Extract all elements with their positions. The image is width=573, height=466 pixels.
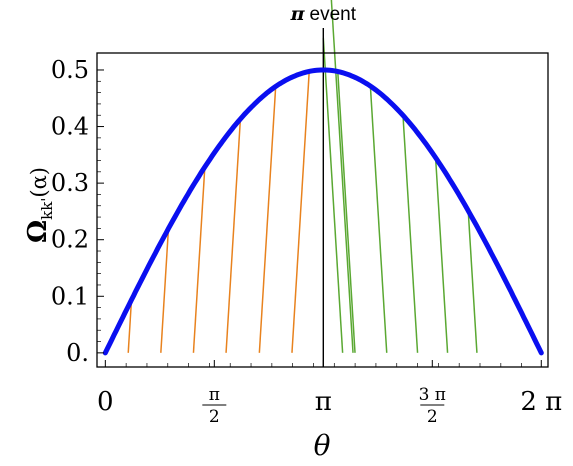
y-axis-label-subscript: kk' [38, 198, 56, 220]
x-tick-label-numerator: 3 π [419, 385, 446, 405]
x-tick-label: 0 [97, 387, 114, 417]
x-tick-label-numerator: π [209, 385, 220, 405]
y-axis-label-argument: (α) [27, 167, 51, 198]
hatch-line-right [322, 37, 344, 353]
hatch-line-right [467, 210, 478, 353]
hatch-line-left [225, 118, 242, 353]
hatch-line-left [192, 166, 206, 353]
hatch-line-left [258, 86, 277, 353]
hatch-line-left [127, 299, 133, 353]
hatch-right-region [322, 0, 478, 353]
y-tick-label: 0.3 [51, 169, 89, 197]
x-tick-label-denominator: 2 [209, 407, 220, 427]
pi-symbol: π [290, 3, 306, 25]
x-axis-label: θ [314, 429, 331, 462]
event-word: event [310, 4, 357, 25]
y-tick-label: 0.2 [51, 226, 89, 254]
y-axis-label: Ωkk'(α) [23, 167, 56, 243]
pi-event-label: π event [290, 3, 357, 25]
hatch-line-right [337, 71, 356, 353]
plot-frame [96, 52, 549, 368]
axis-ticks: 0.0.10.20.30.40.50 π2 π 3 π2 2 π [51, 56, 562, 427]
hatch-line-right [369, 86, 388, 353]
omega-curve [102, 67, 544, 356]
hatch-left-region [127, 71, 310, 353]
y-tick-label: 0.1 [51, 282, 89, 310]
hatch-line-right [330, 0, 354, 353]
hatch-line-right [402, 115, 419, 353]
x-tick-label-denominator: 2 [427, 407, 438, 427]
hatch-line-left [160, 228, 170, 353]
hatch-line-right [434, 157, 449, 353]
x-tick-label: 2 π [520, 387, 562, 417]
y-tick-label: 0. [66, 339, 89, 367]
y-tick-label: 0.5 [51, 56, 89, 84]
hatch-line-left [291, 71, 310, 353]
y-tick-label: 0.4 [51, 113, 89, 141]
x-tick-label: π [315, 387, 332, 417]
y-axis-label-omega: Ω [23, 220, 53, 243]
